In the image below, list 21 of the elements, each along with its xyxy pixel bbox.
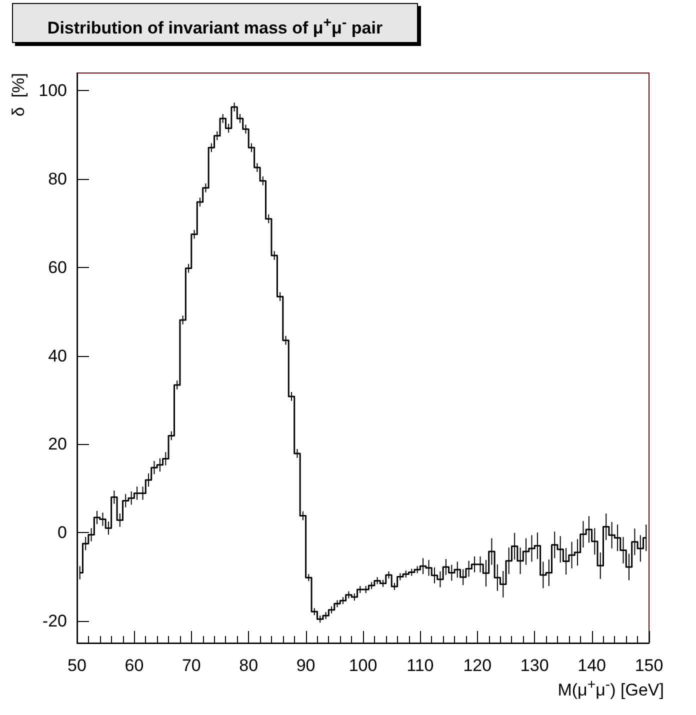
- y-tick-label: 0: [58, 523, 67, 542]
- x-tick-label: 100: [348, 656, 378, 675]
- x-tick-label: 50: [68, 656, 86, 675]
- x-tick-label: 110: [406, 656, 434, 675]
- y-tick-label: 100: [38, 81, 67, 100]
- y-tick-label: -20: [42, 611, 67, 630]
- x-tick-label: 90: [296, 656, 316, 675]
- x-tick-label: 140: [578, 656, 606, 675]
- chart-title: Distribution of invariant mass of μ$^{+}$μ$^{-}$ pair: [12, 3, 418, 43]
- x-tick-label: 130: [520, 656, 549, 675]
- y-axis-title: δ [%]: [9, 73, 28, 116]
- y-tick-label: 40: [48, 346, 67, 366]
- x-tick-label: 120: [463, 656, 492, 675]
- y-tick-label: 80: [48, 170, 67, 189]
- x-tick-label: 60: [124, 656, 144, 675]
- x-tick-label: 70: [182, 656, 201, 675]
- x-tick-label: 80: [239, 656, 258, 675]
- y-tick-label: 60: [48, 258, 67, 277]
- y-tick-label: 20: [48, 434, 67, 454]
- x-tick-label: 150: [634, 656, 664, 675]
- x-axis-title: M(μ$^{+}$μ$^{-}$) [GeV]: [558, 677, 664, 701]
